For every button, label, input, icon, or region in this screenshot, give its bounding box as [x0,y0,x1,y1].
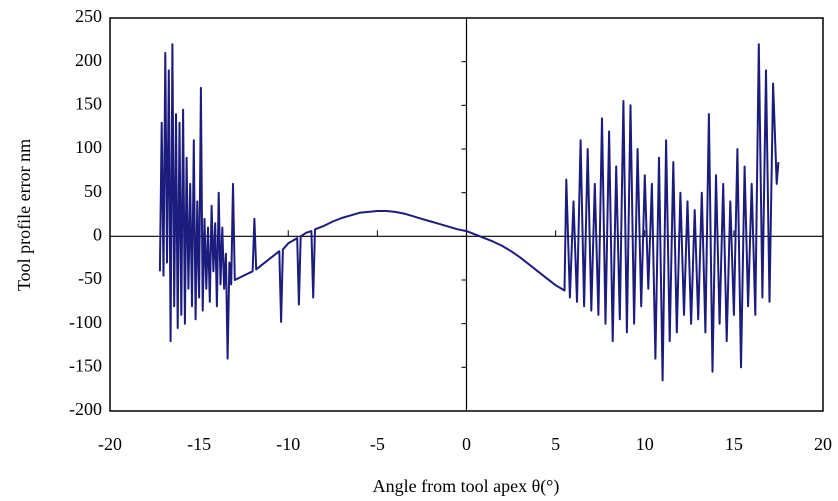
x-tick-label: -5 [370,434,385,454]
data-line [158,43,780,382]
y-tick-label: -200 [69,399,102,419]
y-tick-label: 250 [75,6,102,26]
y-axis-label: Tool profile error nm [14,139,34,291]
x-tick-label: 10 [636,434,654,454]
x-tick-label: -10 [276,434,300,454]
y-tick-label: 50 [84,181,102,201]
x-tick-label: 5 [551,434,560,454]
y-tick-label: 0 [93,224,102,244]
x-axis-label: Angle from tool apex θ(°) [373,476,560,497]
x-tick-label: -20 [98,434,122,454]
x-tick-label: 0 [462,434,471,454]
x-tick-label: 20 [814,434,832,454]
x-tick-label: -15 [187,434,211,454]
y-tick-label: 150 [75,93,102,113]
y-tick-label: -150 [69,355,102,375]
y-tick-label: 200 [75,50,102,70]
y-tick-label: 100 [75,137,102,157]
x-tick-label: 15 [725,434,743,454]
y-tick-label: -50 [78,268,102,288]
y-tick-label: -100 [69,312,102,332]
